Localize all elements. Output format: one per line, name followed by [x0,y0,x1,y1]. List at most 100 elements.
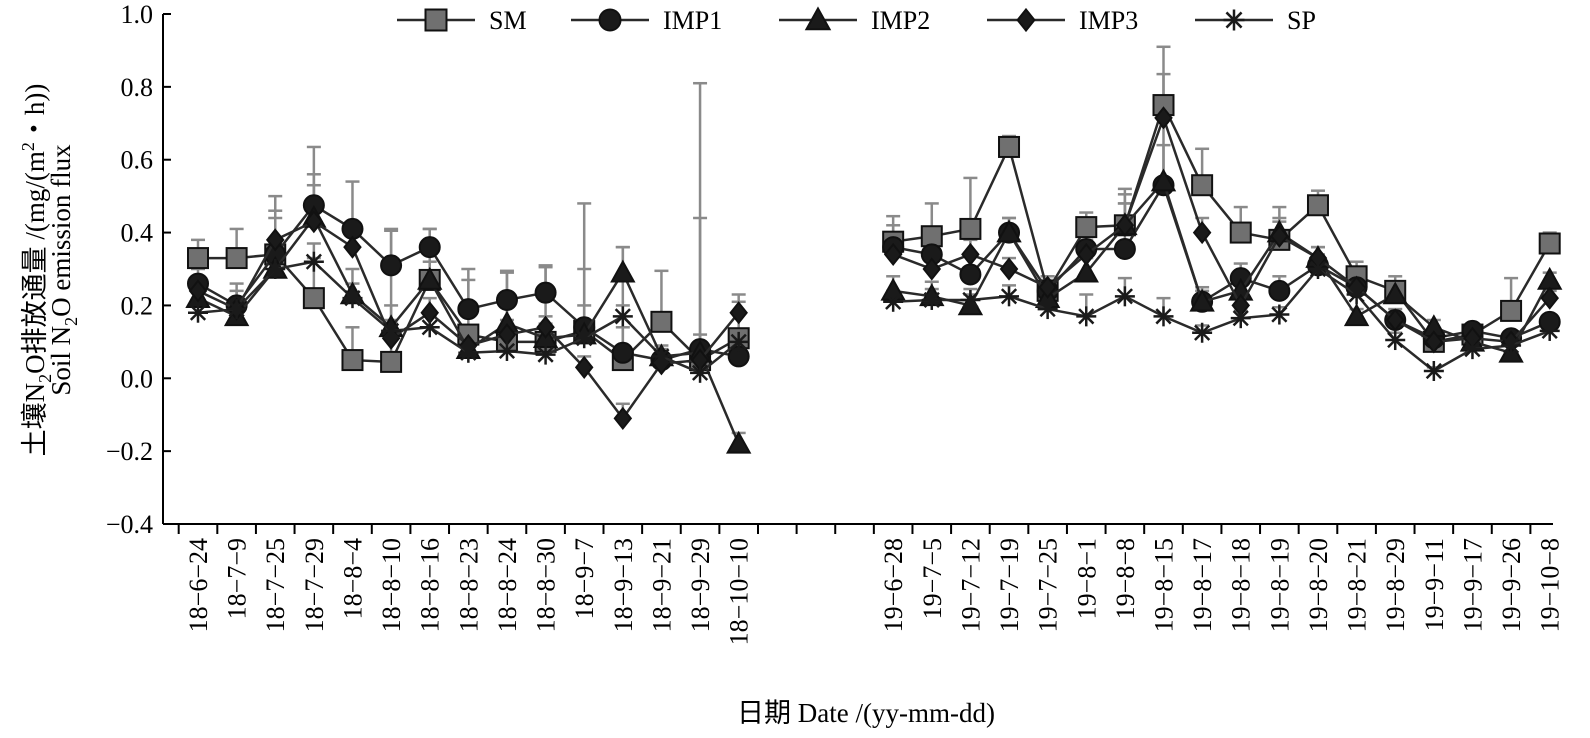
marker-star [999,286,1020,307]
marker-star [883,291,904,312]
y-axis-title-line1-suffix: ・h)) [20,84,50,142]
x-tick-label: 18−9−21 [647,538,676,632]
x-tick-label: 19−7−25 [1034,538,1063,632]
legend-label: IMP3 [1079,6,1138,35]
x-tick-label: 19−7−5 [918,538,947,619]
marker-star [1539,320,1560,341]
series-sp [188,251,1560,383]
marker-triangle [804,6,832,31]
marker-circle [457,298,480,321]
legend-label: SP [1287,6,1316,35]
legend-item-imp3: IMP3 [987,6,1138,35]
y-tick-label: −0.2 [106,437,153,466]
marker-star [1076,306,1097,327]
marker-circle [1113,237,1136,260]
y-axis-title-line2-prefix: Soil N [46,326,76,396]
x-tick-label: 18−8−10 [377,538,406,632]
x-tick-label: 19−7−19 [995,538,1024,632]
y-axis-title-line1-prefix: 土壤N [20,383,50,457]
axes: 1.0 0.8 0.6 0.4 0.2 0.0 −0.2 −0.4 18−6−24 18−7−9 1… [106,0,1565,645]
marker-diamond [1192,220,1212,245]
x-tick-label: 19−8−18 [1227,538,1256,632]
x-tick-label: 18−8−24 [493,538,522,632]
x-tick-label: 18−6−24 [184,538,213,632]
x-tick-label: 18−8−23 [454,538,483,632]
marker-diamond [304,210,324,234]
y-axis-title-line1-mid: O排放通量 /(mg/(m [20,151,50,374]
marker-star [612,306,633,327]
legend-item-sm: SM [397,6,527,35]
marker-star [303,251,324,272]
marker-star [342,288,363,309]
y-axis-title-line1-sub: 2 [35,374,55,383]
x-tick-label: 19−8−8 [1111,538,1140,619]
marker-circle [1268,279,1291,302]
x-tick-label: 19−8−19 [1265,538,1294,632]
marker-star [1192,322,1213,343]
x-tick-label: 19−8−15 [1150,538,1179,632]
x-tick-label: 18−10−10 [725,538,754,645]
marker-triangle [610,259,636,283]
marker-diamond [1270,224,1289,248]
marker-circle [598,8,622,32]
marker-star [1423,361,1444,381]
marker-star [1462,339,1483,360]
marker-star [1385,330,1406,351]
series-line [893,267,1551,373]
legend-label: SM [489,6,527,35]
marker-star [1230,308,1251,329]
marker-diamond [343,235,362,259]
series-line [892,101,1551,344]
marker-star [1501,335,1522,356]
y-tick-label: 1.0 [121,0,154,29]
marker-diamond [536,315,555,339]
marker-square [302,287,325,310]
marker-square [959,217,982,240]
legend-item-sp: SP [1195,6,1316,35]
marker-diamond [922,257,942,281]
marker-triangle [1382,281,1408,305]
marker-diamond [1540,286,1559,310]
marker-star [1037,299,1058,320]
marker-star [535,344,556,365]
x-tick-label: 19−7−12 [956,538,985,632]
x-tick-label: 19−8−17 [1188,538,1217,632]
marker-star [1346,284,1367,305]
marker-diamond [1154,106,1173,130]
y-tick-label: 0.0 [121,364,154,393]
marker-diamond [1424,330,1444,354]
marker-star [651,346,672,367]
marker-diamond [1385,308,1405,332]
x-tick-label: 18−9−13 [609,538,638,632]
marker-diamond [1115,213,1135,237]
marker-diamond [729,301,748,325]
series-imp2 [185,168,1563,454]
marker-star [690,362,711,383]
marker-star [381,320,402,341]
marker-square [1075,216,1098,239]
x-tick-label: 18−7−9 [223,538,252,619]
marker-star [960,289,981,310]
x-tick-label: 19−8−20 [1304,538,1333,632]
x-tick-label: 19−8−21 [1343,538,1372,632]
marker-square [1306,194,1329,217]
marker-star [419,317,440,338]
y-axis-title: 土壤N2O排放通量 /(mg/(m2・h)) Soil N2O emission… [18,84,81,457]
marker-triangle [417,266,443,290]
marker-circle [534,281,557,304]
marker-diamond [961,242,980,267]
marker-diamond [188,279,208,303]
legend-label: IMP2 [871,6,930,35]
marker-square [1538,232,1561,255]
legend-item-imp2: IMP2 [779,6,930,35]
marker-triangle [1073,259,1099,283]
svg-text:Soil N2O emission flux: Soil N2O emission flux [46,144,81,396]
marker-square [1500,299,1523,322]
marker-square [187,247,209,270]
marker-triangle [1150,168,1177,192]
marker-square [380,350,403,373]
marker-diamond [1038,275,1057,299]
marker-star [574,328,595,349]
legend-label: IMP1 [663,6,722,35]
